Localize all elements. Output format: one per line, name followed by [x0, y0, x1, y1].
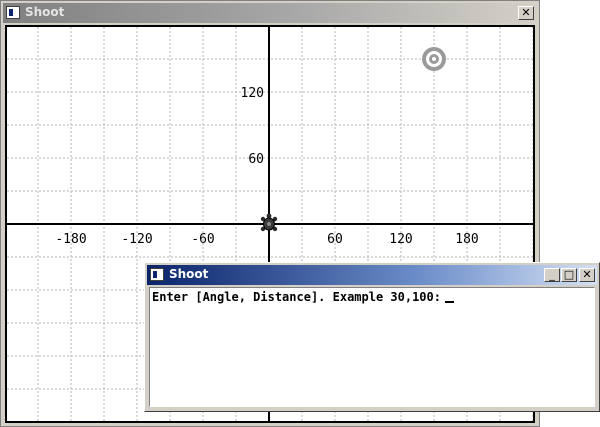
window-title: Shoot — [169, 267, 209, 281]
turtle-leg — [272, 226, 278, 232]
shoot-window-front[interactable]: Shoot _ □ ✕ Enter [Angle, Distance]. Exa… — [144, 262, 600, 412]
close-icon[interactable]: ✕ — [579, 268, 595, 282]
x-tick-label: -180 — [55, 232, 86, 247]
x-tick-label: 180 — [455, 232, 478, 247]
minimize-icon[interactable]: _ — [544, 268, 560, 282]
app-window-icon — [6, 6, 20, 19]
close-icon[interactable]: ✕ — [518, 6, 534, 20]
x-tick-label: 120 — [389, 232, 412, 247]
title-bar[interactable]: Shoot _ □ ✕ — [147, 265, 597, 285]
x-tick-label: 60 — [327, 232, 343, 247]
turtle-leg — [260, 216, 266, 222]
turtle-leg — [260, 226, 266, 232]
prompt-line: Enter [Angle, Distance]. Example 30,100: — [152, 290, 454, 304]
turtle-leg — [272, 216, 278, 222]
target-center — [432, 57, 436, 61]
prompt-text: Enter [Angle, Distance]. Example 30,100: — [152, 290, 441, 304]
y-tick-label: 120 — [241, 86, 264, 101]
turtle-shell-mark — [267, 222, 271, 226]
title-bar[interactable]: Shoot ✕ — [3, 3, 537, 23]
y-tick-label: 60 — [248, 152, 264, 167]
text-cursor[interactable] — [444, 301, 454, 303]
x-tick-label: -60 — [191, 232, 214, 247]
turtle-head — [266, 213, 272, 219]
maximize-icon[interactable]: □ — [561, 268, 577, 282]
app-window-icon — [150, 268, 164, 281]
console-area[interactable]: Enter [Angle, Distance]. Example 30,100: — [149, 287, 595, 407]
window-title: Shoot — [25, 5, 65, 19]
x-tick-label: -120 — [121, 232, 152, 247]
